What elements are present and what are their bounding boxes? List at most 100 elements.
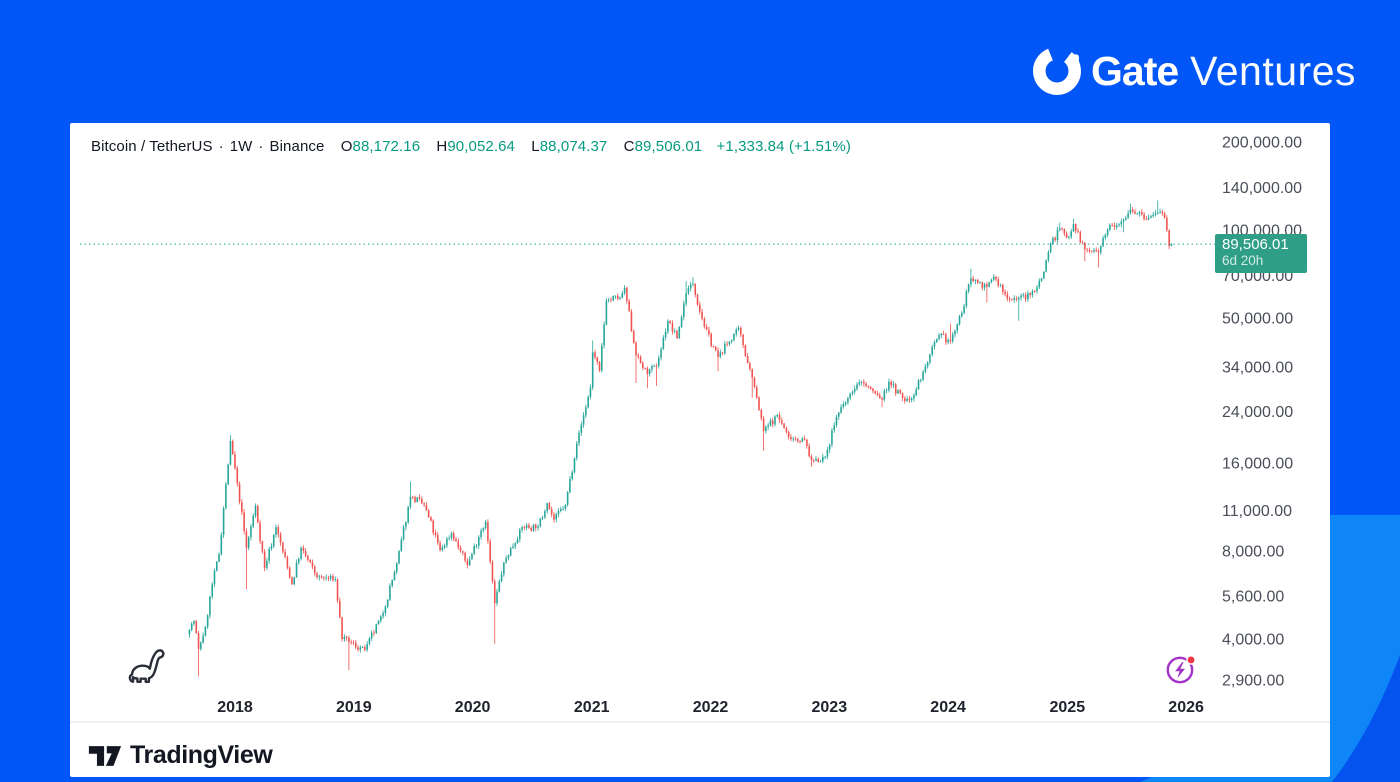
x-axis-label[interactable]: 2021	[574, 699, 610, 716]
exchange-label[interactable]: Binance	[269, 138, 325, 155]
candle-body	[920, 379, 922, 381]
candle-body	[498, 581, 501, 592]
candle-body	[853, 388, 856, 392]
candle-body	[1070, 231, 1072, 237]
interval-label[interactable]: 1W	[229, 138, 253, 155]
chart-legend[interactable]: Bitcoin / TetherUS · 1W · Binance O88,172.16…	[91, 138, 851, 155]
candle-body	[423, 503, 425, 505]
candle-body	[259, 522, 261, 542]
candle-body	[509, 548, 512, 556]
candle-body	[1056, 229, 1059, 241]
y-axis-label[interactable]: 2,900.00	[1222, 672, 1284, 689]
candle-body	[393, 571, 396, 581]
candle-body	[496, 591, 498, 604]
x-axis-label[interactable]: 2019	[336, 699, 372, 716]
candle-body	[300, 547, 302, 559]
y-axis-label[interactable]: 5,600.00	[1222, 589, 1284, 606]
candle-body	[765, 426, 767, 432]
candle-body	[594, 352, 596, 358]
candle-body	[799, 441, 801, 443]
x-axis-label[interactable]: 2026	[1168, 699, 1204, 716]
candle-body	[430, 517, 432, 521]
candle-body	[564, 504, 567, 509]
x-axis-label[interactable]: 2023	[812, 699, 848, 716]
candle-body	[976, 279, 979, 283]
y-axis-label[interactable]: 50,000.00	[1222, 311, 1293, 328]
candle-body	[277, 527, 280, 535]
candle-body	[236, 467, 239, 484]
symbol-title[interactable]: Bitcoin / TetherUS	[91, 138, 213, 155]
y-axis-label[interactable]: 140,000.00	[1222, 180, 1302, 197]
candle-body	[1113, 225, 1116, 228]
candle-body	[639, 356, 642, 364]
candle-body	[1079, 232, 1082, 243]
candle-body	[972, 278, 974, 282]
candle-body	[819, 461, 822, 463]
candle-body	[783, 423, 785, 428]
candle-body	[858, 382, 861, 385]
candle-body	[368, 638, 371, 644]
y-axis-label[interactable]: 24,000.00	[1222, 404, 1293, 421]
candle-body	[965, 291, 968, 307]
candle-body	[243, 512, 245, 532]
candle-body	[190, 623, 193, 630]
y-axis-label[interactable]: 200,000.00	[1222, 135, 1302, 152]
candle-body	[366, 643, 368, 650]
close-value: 89,506.01	[634, 138, 703, 155]
candle-body	[491, 561, 494, 582]
dino-icon[interactable]	[125, 645, 171, 691]
candle-body	[288, 567, 291, 578]
candle-body	[256, 505, 259, 523]
candle-body	[740, 327, 742, 335]
candle-body	[1134, 211, 1136, 214]
y-axis-label[interactable]: 8,000.00	[1222, 543, 1284, 560]
candle-body	[541, 517, 544, 519]
candle-body	[607, 299, 610, 301]
lightning-icon[interactable]	[1163, 652, 1199, 688]
candle-body	[534, 524, 537, 529]
x-axis-label[interactable]: 2025	[1050, 699, 1086, 716]
candle-body	[484, 521, 487, 528]
candle-body	[673, 330, 676, 332]
candle-body	[719, 352, 722, 357]
candle-body	[380, 616, 382, 621]
candle-body	[826, 449, 829, 457]
candle-body	[940, 333, 943, 336]
candle-body	[468, 559, 471, 566]
candle-body	[1163, 213, 1166, 218]
candle-body	[712, 346, 715, 348]
candle-body	[949, 339, 952, 342]
candle-body	[272, 534, 275, 547]
candle-body	[489, 541, 491, 562]
candle-body	[591, 352, 594, 388]
candle-body	[1081, 242, 1084, 244]
candle-body	[1104, 234, 1107, 238]
candle-body	[1095, 249, 1098, 252]
x-axis-label[interactable]: 2018	[217, 699, 253, 716]
candle-body	[746, 355, 749, 364]
candle-body	[701, 311, 703, 319]
price-badge[interactable]: 89,506.01 6d 20h	[1215, 234, 1307, 273]
candle-body	[450, 533, 453, 538]
candle-body	[1084, 242, 1086, 250]
candlestick-chart[interactable]: 200,000.00140,000.00100,000.0070,000.005…	[70, 123, 1330, 777]
candle-body	[660, 348, 662, 358]
candle-body	[229, 441, 232, 465]
candle-body	[1170, 244, 1173, 247]
y-axis-label[interactable]: 11,000.00	[1222, 503, 1292, 520]
y-axis-label[interactable]: 4,000.00	[1222, 631, 1284, 648]
candle-body	[578, 432, 580, 444]
candle-body	[1013, 298, 1016, 300]
candle-body	[1045, 260, 1047, 272]
candle-body	[803, 438, 806, 440]
x-axis-label[interactable]: 2020	[455, 699, 491, 716]
candle-body	[979, 282, 981, 284]
y-axis-label[interactable]: 16,000.00	[1222, 455, 1293, 472]
candle-body	[1052, 237, 1054, 244]
x-axis-label[interactable]: 2022	[693, 699, 729, 716]
candle-body	[325, 577, 327, 579]
candle-body	[432, 520, 435, 533]
x-axis-label[interactable]: 2024	[930, 699, 966, 716]
y-axis-label[interactable]: 34,000.00	[1222, 360, 1293, 377]
tradingview-attribution[interactable]: TradingView	[88, 741, 273, 770]
